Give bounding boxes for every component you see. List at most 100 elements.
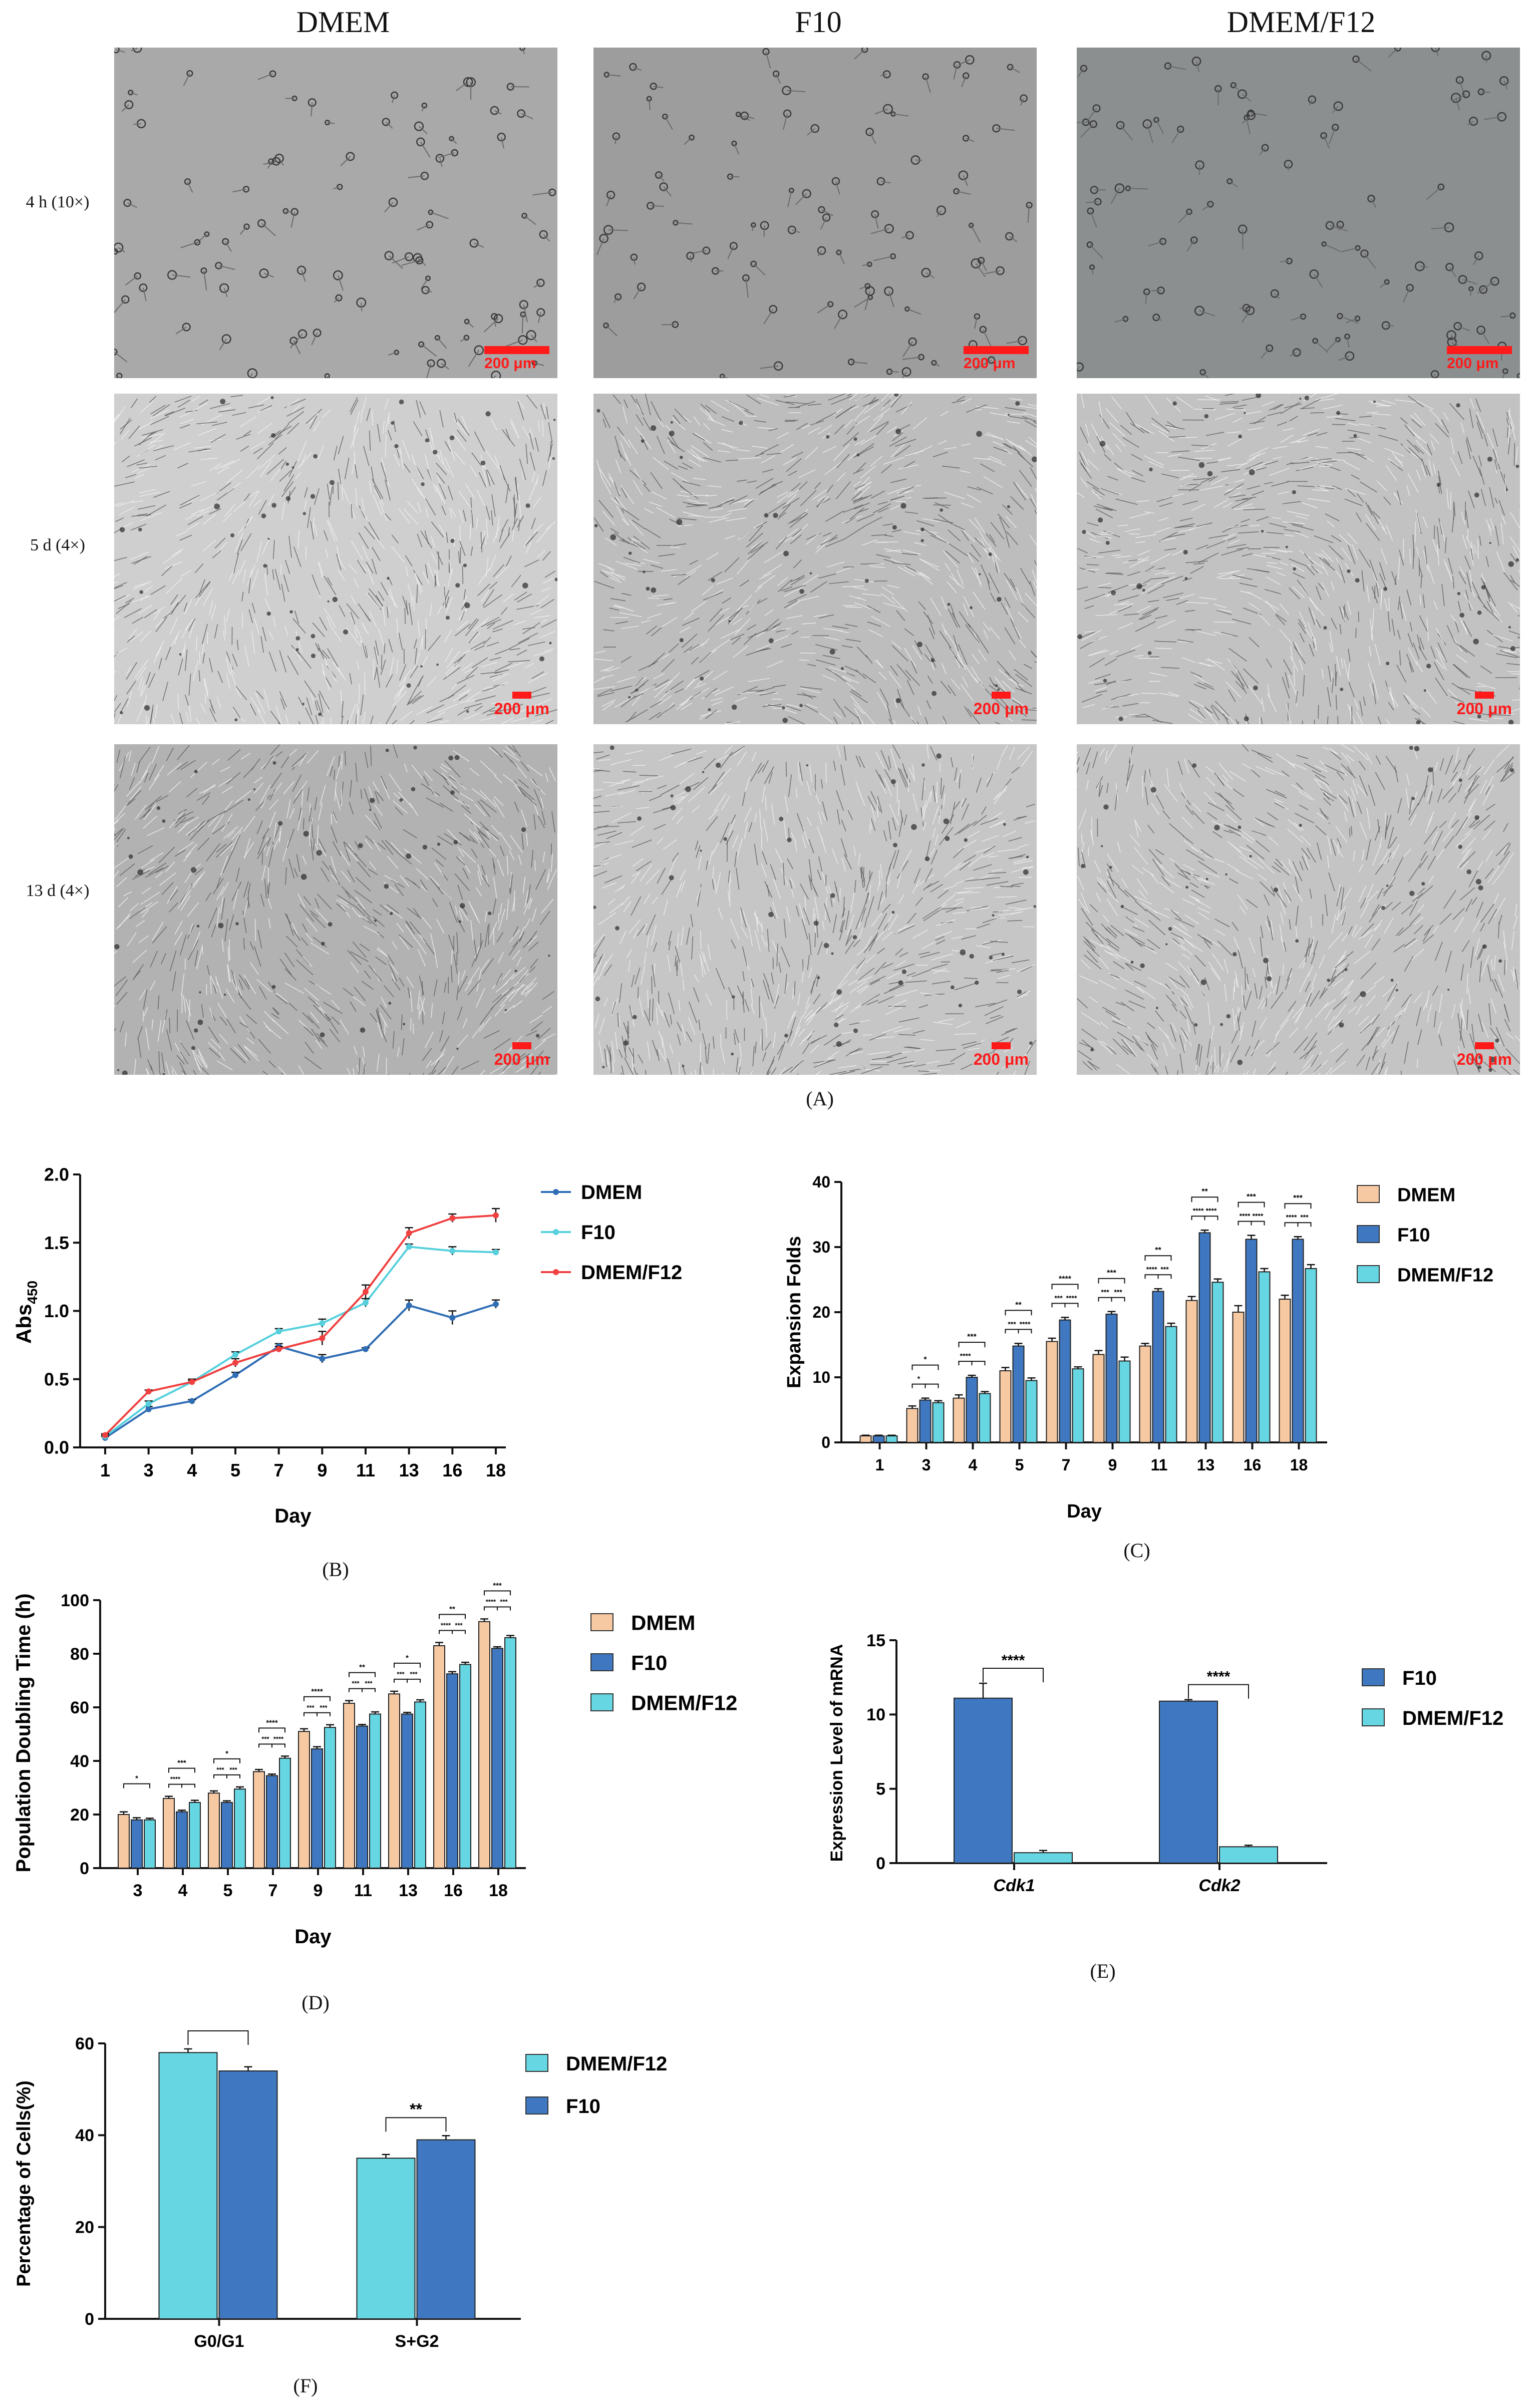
- cell-fiber: [326, 616, 331, 625]
- cell-fiber: [672, 543, 687, 546]
- cell-fiber: [152, 444, 163, 452]
- cell-fiber: [542, 577, 554, 584]
- cell-fiber: [929, 627, 935, 640]
- cell-process: [392, 95, 395, 103]
- cell-fiber: [1107, 476, 1118, 481]
- cell-process: [416, 224, 430, 231]
- cell-process: [483, 318, 499, 333]
- cell-fiber: [870, 566, 885, 568]
- cell-process: [907, 308, 921, 315]
- micrograph-dmem-row-1: 200 μm: [114, 48, 557, 378]
- cell-fiber: [796, 574, 805, 580]
- cell-fiber: [610, 805, 623, 808]
- cell-fiber: [541, 619, 557, 628]
- cell-fiber: [158, 658, 162, 670]
- cell-fiber: [1489, 518, 1494, 530]
- debris: [272, 761, 276, 765]
- cell-fiber: [1104, 658, 1117, 666]
- cell-fiber: [602, 418, 606, 428]
- cell-fiber: [1117, 469, 1133, 478]
- cell-fiber: [1025, 440, 1037, 448]
- cell-fiber: [1206, 540, 1226, 549]
- cell: [689, 134, 695, 141]
- cell-process: [1077, 122, 1086, 123]
- cell-process: [807, 128, 815, 136]
- cell-fiber: [129, 786, 142, 801]
- cell-fiber: [244, 1045, 258, 1057]
- cell-fiber: [1084, 631, 1094, 633]
- cell-fiber: [461, 805, 472, 814]
- cell-fiber: [400, 711, 413, 721]
- cell: [1261, 144, 1269, 152]
- cell-fiber: [243, 842, 254, 858]
- cell-fiber: [398, 791, 413, 808]
- debris: [449, 435, 455, 441]
- cell-fiber: [437, 1066, 447, 1075]
- cell-fiber: [489, 581, 498, 589]
- cell-fiber: [221, 407, 231, 410]
- cell-fiber: [680, 490, 695, 495]
- debris: [1007, 505, 1010, 508]
- debris: [1383, 587, 1388, 591]
- cell-fiber: [1438, 470, 1442, 485]
- cell-fiber: [493, 799, 505, 818]
- cell-fiber: [388, 1073, 390, 1075]
- cell: [731, 140, 737, 146]
- cell-fiber: [764, 1041, 772, 1051]
- cell-fiber: [757, 916, 759, 926]
- cell-fiber: [1517, 569, 1520, 573]
- cell-fiber: [178, 808, 187, 814]
- cell-fiber: [190, 761, 207, 778]
- cell-fiber: [167, 762, 182, 776]
- cell-process: [1500, 315, 1513, 318]
- debris: [234, 718, 238, 722]
- cell-fiber: [840, 764, 845, 786]
- debris: [799, 704, 803, 708]
- cell-fiber: [220, 896, 224, 914]
- cell-fiber: [1009, 416, 1028, 420]
- cell-fiber: [1373, 680, 1379, 699]
- cell-fiber: [875, 1036, 895, 1039]
- cell-process: [521, 314, 524, 334]
- cell-fiber: [799, 686, 823, 690]
- cell: [114, 349, 118, 356]
- cell-process: [334, 297, 340, 303]
- debris: [628, 551, 632, 555]
- cell-fiber: [1267, 562, 1277, 564]
- cell-fiber: [154, 765, 165, 781]
- cell-fiber: [1312, 637, 1315, 649]
- cell-fiber: [919, 558, 940, 571]
- cell-fiber: [166, 886, 178, 904]
- cell-fiber: [171, 1069, 174, 1075]
- cell-fiber: [693, 416, 701, 426]
- cell-fiber: [938, 808, 942, 824]
- cell: [1186, 208, 1192, 215]
- cell-process: [1251, 112, 1268, 116]
- cell-fiber: [1269, 404, 1282, 411]
- cell-fiber: [1136, 605, 1151, 613]
- cell-process: [537, 312, 541, 324]
- cell-fiber: [856, 486, 870, 499]
- cell-fiber: [1012, 700, 1021, 706]
- cell-fiber: [683, 501, 701, 507]
- cell-fiber: [705, 405, 717, 414]
- cell-fiber: [537, 815, 545, 828]
- cell-fiber: [474, 946, 480, 959]
- cell-fiber: [287, 411, 304, 424]
- cell-fiber: [272, 539, 275, 559]
- cell-fiber: [383, 985, 394, 998]
- cell-fiber: [923, 612, 934, 625]
- cell-fiber: [1019, 640, 1026, 648]
- cell-fiber: [604, 570, 626, 578]
- debris: [446, 616, 450, 620]
- cell-process: [1323, 135, 1330, 149]
- debris: [194, 769, 198, 774]
- cell-fiber: [481, 662, 497, 668]
- cell-fiber: [459, 792, 474, 802]
- cell-process: [418, 126, 428, 134]
- cell-fiber: [448, 559, 452, 574]
- cell-fiber: [534, 615, 551, 619]
- cell-fiber: [534, 650, 552, 657]
- cell-fiber: [924, 908, 943, 922]
- cell-fiber: [524, 890, 529, 908]
